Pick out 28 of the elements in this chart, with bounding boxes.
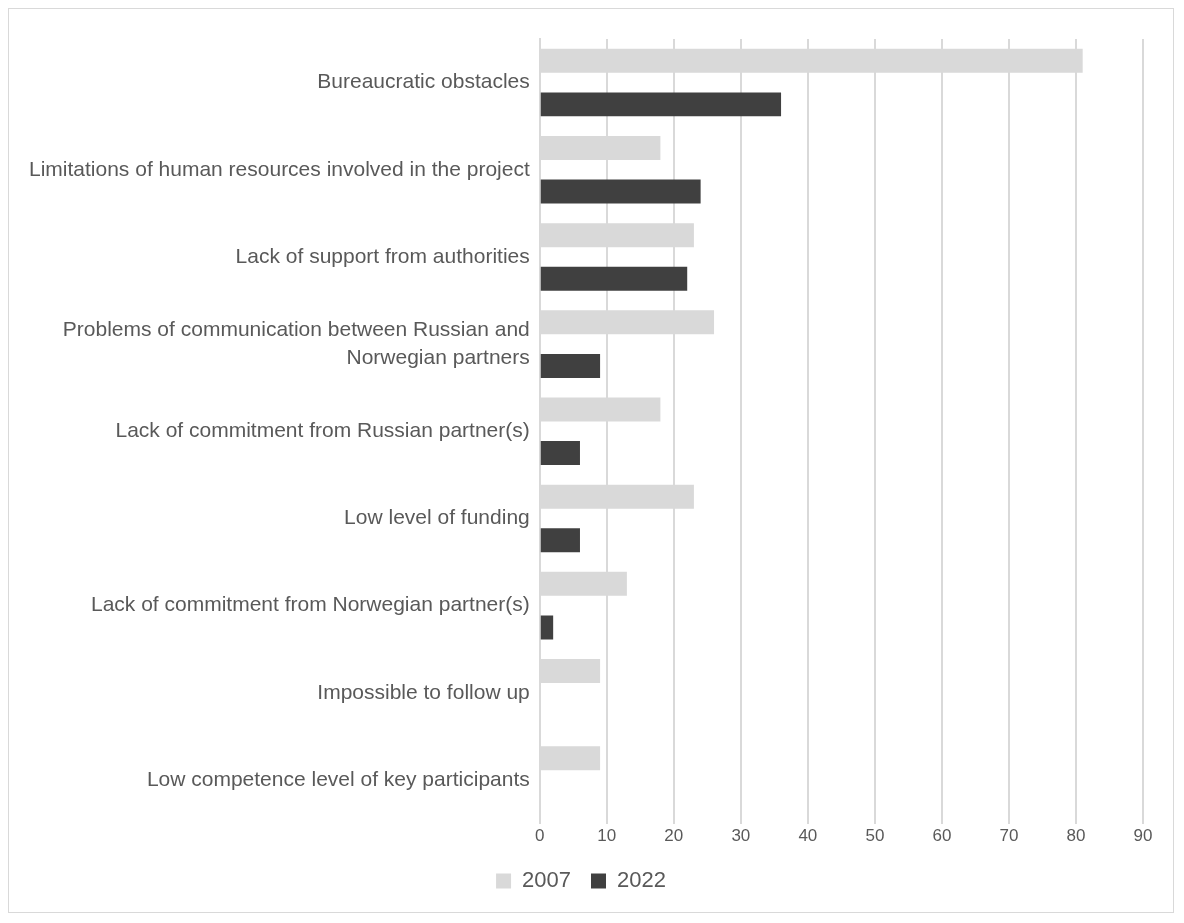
x-tick-label: 30 [731,826,751,846]
bar [540,528,580,553]
legend-label: 2022 [617,867,666,893]
x-tick-label: 50 [865,826,885,846]
bar [540,615,554,640]
x-tick-label: 40 [798,826,818,846]
y-tick-label: Limitations of human resources involved in the project [28,156,530,180]
x-tick-label: 10 [597,826,617,846]
y-tick-label: Impossible to follow up [317,679,530,703]
x-tick-label: 90 [1133,826,1153,846]
bar [540,179,701,204]
bar [540,266,688,291]
y-tick-label: Low competence level of key participants [146,766,530,790]
y-tick-label: Bureaucratic obstacles [317,69,530,93]
x-tick-label: 20 [664,826,684,846]
y-tick-label: Problems of communication between Russian and Norwegian partners [62,316,530,369]
y-tick-label: Low level of funding [344,505,530,529]
legend-label: 2007 [522,867,572,893]
x-tick-label: 0 [535,826,545,846]
x-tick-label: 60 [932,826,952,846]
x-tick-label: 80 [1066,826,1086,846]
x-tick-label: 70 [999,826,1019,846]
bar [540,92,782,117]
y-tick-label: Lack of commitment from Norwegian partner(s) [90,592,530,616]
bar [540,441,580,466]
y-tick-label: Lack of commitment from Russian partner(s) [115,418,530,442]
y-tick-label: Lack of support from authorities [235,243,530,267]
bar [540,353,601,378]
